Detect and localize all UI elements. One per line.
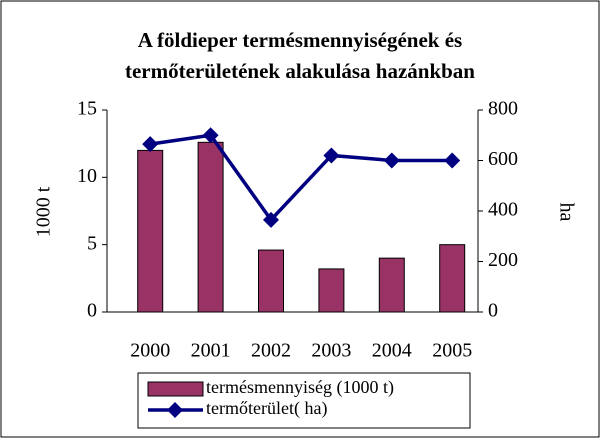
y2-tick-label: 200 bbox=[488, 249, 518, 271]
marker bbox=[142, 136, 159, 153]
x-tick-label: 2005 bbox=[432, 340, 472, 362]
chart-title: termőterületének alakulása hazánkban bbox=[125, 59, 475, 83]
legend-swatch bbox=[147, 381, 204, 397]
bar bbox=[197, 141, 224, 313]
chart-title: A földieper termésmennyiségének és bbox=[138, 28, 462, 52]
bar bbox=[318, 268, 345, 313]
x-tick-label: 2003 bbox=[311, 340, 351, 362]
x-tick-label: 2004 bbox=[372, 340, 412, 362]
marker bbox=[263, 211, 279, 228]
marker bbox=[202, 127, 219, 144]
y2-tick-label: 600 bbox=[488, 148, 518, 170]
y2-axis-label: ha bbox=[555, 203, 577, 222]
bar bbox=[258, 249, 284, 313]
y-tick-label: 10 bbox=[77, 165, 97, 187]
marker bbox=[323, 147, 340, 164]
marker bbox=[444, 152, 461, 169]
y2-tick-label: 800 bbox=[488, 98, 518, 120]
x-tick-label: 2002 bbox=[251, 340, 291, 362]
y-tick-label: 15 bbox=[77, 98, 97, 120]
legend-label: termőterület( ha) bbox=[206, 398, 327, 419]
legend-marker bbox=[167, 402, 183, 418]
line bbox=[149, 133, 453, 223]
x-tick-label: 2001 bbox=[191, 340, 231, 362]
x-tick-label: 2000 bbox=[130, 340, 170, 362]
legend-label: termésmennyiség (1000 t) bbox=[206, 377, 394, 398]
y-tick-label: 0 bbox=[87, 300, 97, 322]
bar bbox=[378, 257, 405, 313]
marker bbox=[383, 152, 400, 169]
bar bbox=[137, 149, 164, 313]
y-axis-label: 1000 t bbox=[33, 186, 55, 237]
y2-tick-label: 0 bbox=[488, 300, 498, 322]
y-tick-label: 5 bbox=[87, 232, 97, 254]
bar bbox=[439, 244, 466, 313]
y2-tick-label: 400 bbox=[488, 199, 518, 221]
